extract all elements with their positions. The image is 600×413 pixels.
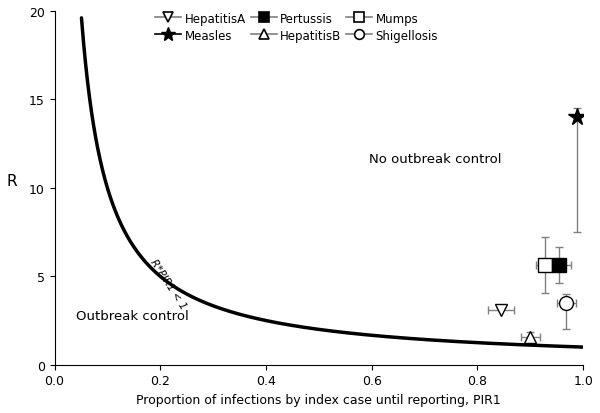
Text: R*PIR1 < 1: R*PIR1 < 1: [148, 257, 188, 311]
Text: No outbreak control: No outbreak control: [369, 153, 502, 166]
Legend: HepatitisA, Measles, Pertussis, HepatitisB, Mumps, Shigellosis: HepatitisA, Measles, Pertussis, Hepatiti…: [153, 11, 440, 45]
X-axis label: Proportion of infections by index case until reporting, PIR1: Proportion of infections by index case u…: [136, 393, 501, 406]
Y-axis label: R: R: [7, 173, 17, 188]
Text: Outbreak control: Outbreak control: [76, 310, 188, 323]
